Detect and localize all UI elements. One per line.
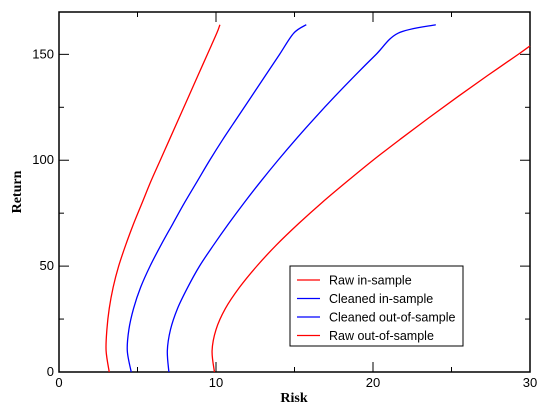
legend-label: Raw in-sample xyxy=(329,274,412,288)
y-tick-label: 50 xyxy=(40,258,54,273)
y-tick-label: 150 xyxy=(32,46,54,61)
series-line-3 xyxy=(166,24,436,373)
x-axis-title: Risk xyxy=(280,391,307,406)
axis-ticks: 0 10 20 30 0 50 100 150 xyxy=(32,12,537,390)
legend-box xyxy=(289,265,464,347)
series-line-4 xyxy=(211,45,531,373)
y-axis-title: Return xyxy=(10,170,25,213)
x-tick-label: 30 xyxy=(523,375,537,390)
x-tick-label: 0 xyxy=(55,375,62,390)
x-tick-label: 20 xyxy=(366,375,380,390)
legend-label: Cleaned out-of-sample xyxy=(329,311,456,325)
x-tick-label: 10 xyxy=(209,375,223,390)
legend-items: Raw in-sample Cleaned in-sample Cleaned ou… xyxy=(297,274,456,343)
legend: Raw in-sample Cleaned in-sample Cleaned ou… xyxy=(289,265,464,347)
y-tick-label: 0 xyxy=(47,364,54,379)
y-tick-label: 100 xyxy=(32,152,54,167)
series-line-1 xyxy=(105,24,221,373)
series-group xyxy=(105,24,531,373)
legend-label: Raw out-of-sample xyxy=(329,329,434,343)
series-line-2 xyxy=(126,24,307,373)
legend-label: Cleaned in-sample xyxy=(329,292,433,306)
